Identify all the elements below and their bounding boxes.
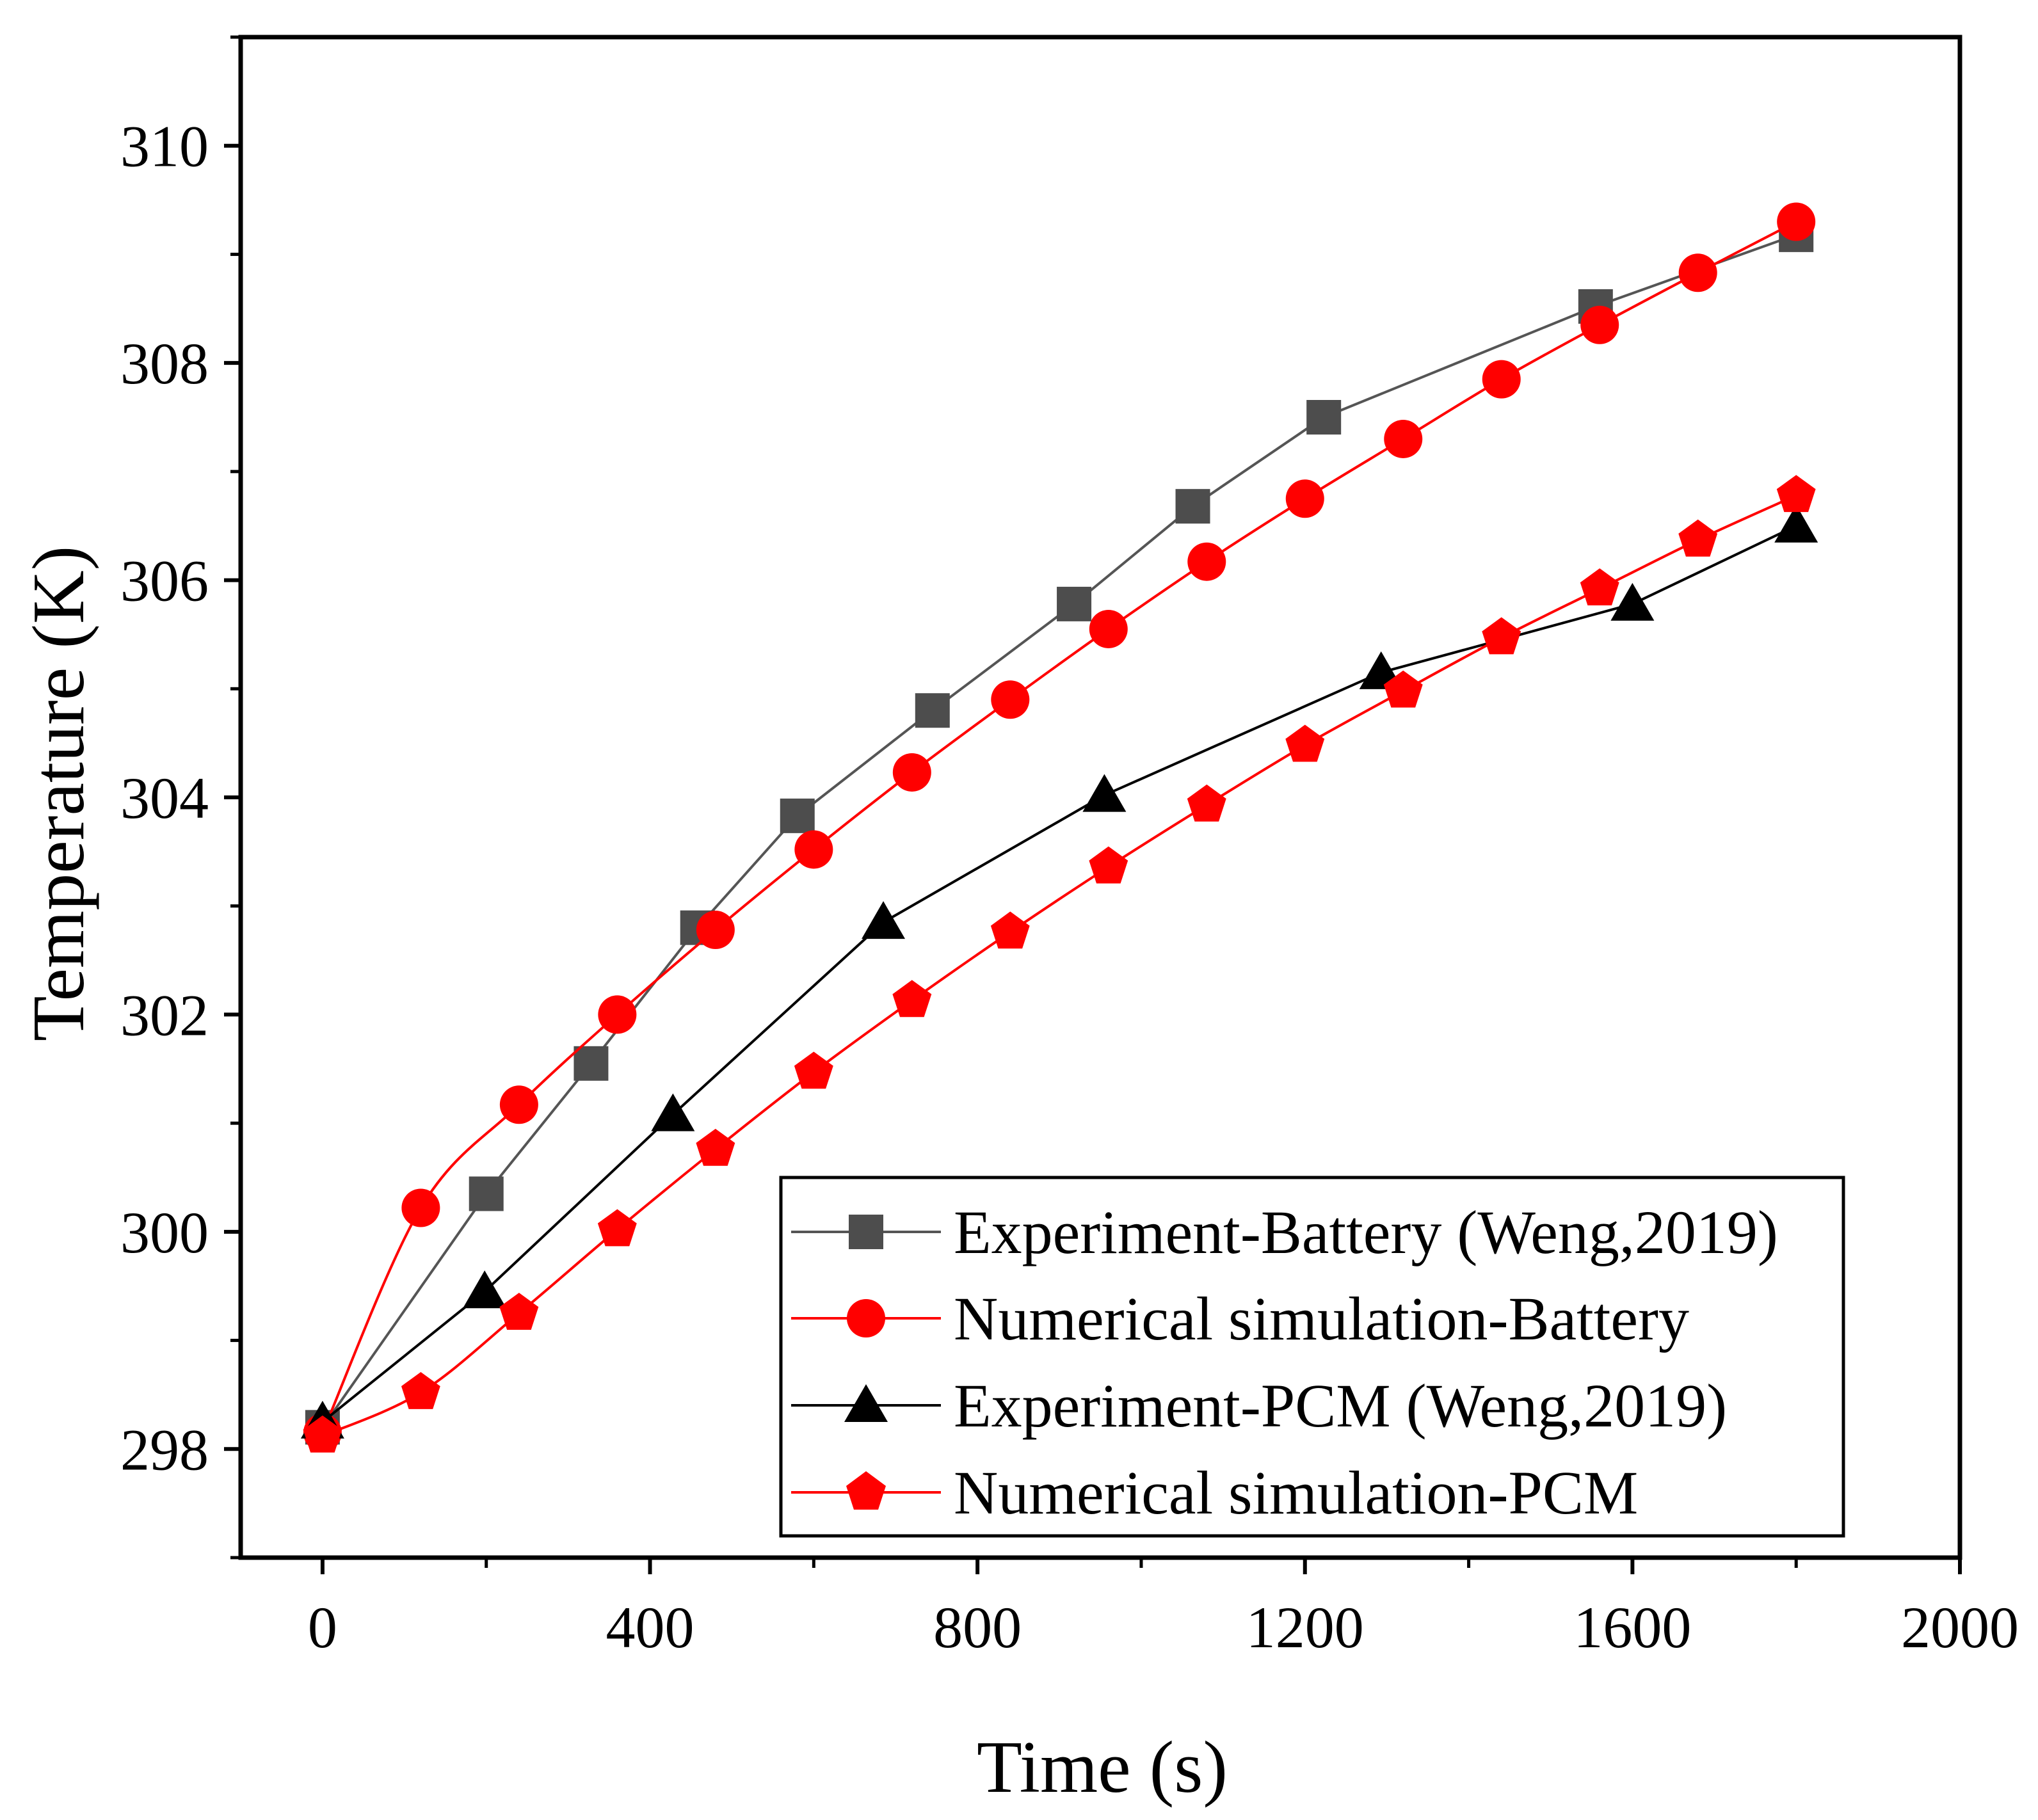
data-point-circle — [1580, 305, 1619, 344]
y-tick-label: 306 — [120, 548, 209, 614]
data-point-square — [1057, 586, 1092, 621]
data-point-triangle — [862, 901, 906, 939]
x-tick-label: 800 — [933, 1595, 1022, 1660]
legend-box — [779, 1176, 1845, 1538]
legend-item-experiment-battery: Experiment-Battery (Weng,2019) — [791, 1198, 1778, 1266]
x-axis-ticks: 0 400 800 1200 1600 2000 — [308, 1558, 2019, 1660]
x-tick-label: 2000 — [1901, 1595, 2019, 1660]
data-point-circle — [1285, 479, 1324, 518]
y-tick-label: 310 — [120, 114, 209, 179]
data-point-triangle — [1082, 774, 1127, 812]
legend-square-marker — [849, 1215, 883, 1249]
legend: Experiment-Battery (Weng,2019) Numerical… — [779, 1176, 1845, 1538]
series-line — [321, 524, 1797, 1423]
legend-item-numerical-pcm: Numerical simulation-PCM — [791, 1458, 1638, 1527]
legend-label-experiment-pcm: Experiment-PCM (Weng,2019) — [954, 1371, 1727, 1440]
series-line — [322, 494, 1797, 1437]
data-point-pentagon — [1383, 670, 1423, 708]
data-point-pentagon — [499, 1293, 539, 1330]
y-tick-label: 302 — [120, 982, 209, 1048]
data-point-pentagon — [990, 911, 1030, 949]
data-point-pentagon — [794, 1051, 833, 1089]
data-point-pentagon — [1776, 475, 1816, 513]
legend-pentagon-marker — [846, 1471, 886, 1510]
data-point-pentagon — [1482, 617, 1521, 655]
data-point-circle — [892, 753, 931, 792]
data-point-triangle — [463, 1270, 507, 1309]
data-point-circle — [1482, 360, 1521, 399]
data-point-triangle — [651, 1093, 695, 1131]
data-point-square — [915, 693, 950, 728]
y-tick-label: 298 — [120, 1417, 209, 1482]
y-tick-label: 300 — [120, 1200, 209, 1265]
data-point-circle — [1777, 202, 1816, 241]
data-point-circle — [499, 1085, 538, 1124]
data-point-pentagon — [892, 980, 932, 1018]
data-point-pentagon — [1089, 846, 1128, 884]
data-point-pentagon — [696, 1128, 735, 1166]
data-point-triangle — [1610, 582, 1655, 621]
data-point-pentagon — [1187, 784, 1226, 822]
data-point-square — [780, 798, 815, 833]
legend-label-numerical-battery: Numerical simulation-Battery — [954, 1284, 1689, 1353]
legend-item-experiment-pcm: Experiment-PCM (Weng,2019) — [791, 1371, 1727, 1440]
series-1 — [303, 202, 1816, 1452]
data-point-circle — [794, 830, 833, 869]
x-tick-label: 0 — [308, 1595, 337, 1660]
data-point-circle — [1384, 419, 1423, 458]
legend-triangle-marker — [844, 1384, 888, 1422]
legend-item-numerical-battery: Numerical simulation-Battery — [791, 1284, 1689, 1353]
data-point-pentagon — [1678, 519, 1718, 557]
series-layer — [300, 202, 1818, 1453]
data-point-triangle — [1774, 504, 1818, 543]
y-tick-label: 308 — [120, 331, 209, 396]
data-point-pentagon — [597, 1209, 637, 1247]
series-3 — [303, 475, 1816, 1453]
legend-circle-marker — [847, 1299, 885, 1337]
data-point-square — [1175, 489, 1210, 524]
data-point-square — [469, 1176, 504, 1211]
data-point-circle — [1678, 253, 1717, 292]
x-tick-label: 1600 — [1573, 1595, 1691, 1660]
x-tick-label: 1200 — [1246, 1595, 1364, 1660]
data-point-pentagon — [401, 1372, 440, 1409]
data-point-pentagon — [303, 1415, 342, 1453]
y-axis-label: Temperature (K) — [18, 546, 100, 1041]
legend-label-experiment-battery: Experiment-Battery (Weng,2019) — [954, 1198, 1778, 1266]
x-axis-label: Time (s) — [977, 1727, 1228, 1808]
data-point-square — [574, 1046, 609, 1081]
data-point-pentagon — [1285, 724, 1325, 762]
y-axis-ticks: 298 300 302 304 306 308 310 — [120, 35, 241, 1560]
data-point-circle — [991, 680, 1030, 719]
data-point-pentagon — [1580, 568, 1619, 605]
data-point-circle — [696, 911, 735, 950]
data-point-square — [1306, 400, 1342, 435]
legend-label-numerical-pcm: Numerical simulation-PCM — [954, 1458, 1638, 1527]
data-point-circle — [401, 1188, 440, 1227]
data-point-circle — [1187, 542, 1226, 581]
x-tick-label: 400 — [606, 1595, 694, 1660]
y-tick-label: 304 — [120, 765, 209, 831]
data-point-circle — [1089, 609, 1128, 648]
data-point-circle — [598, 995, 637, 1034]
